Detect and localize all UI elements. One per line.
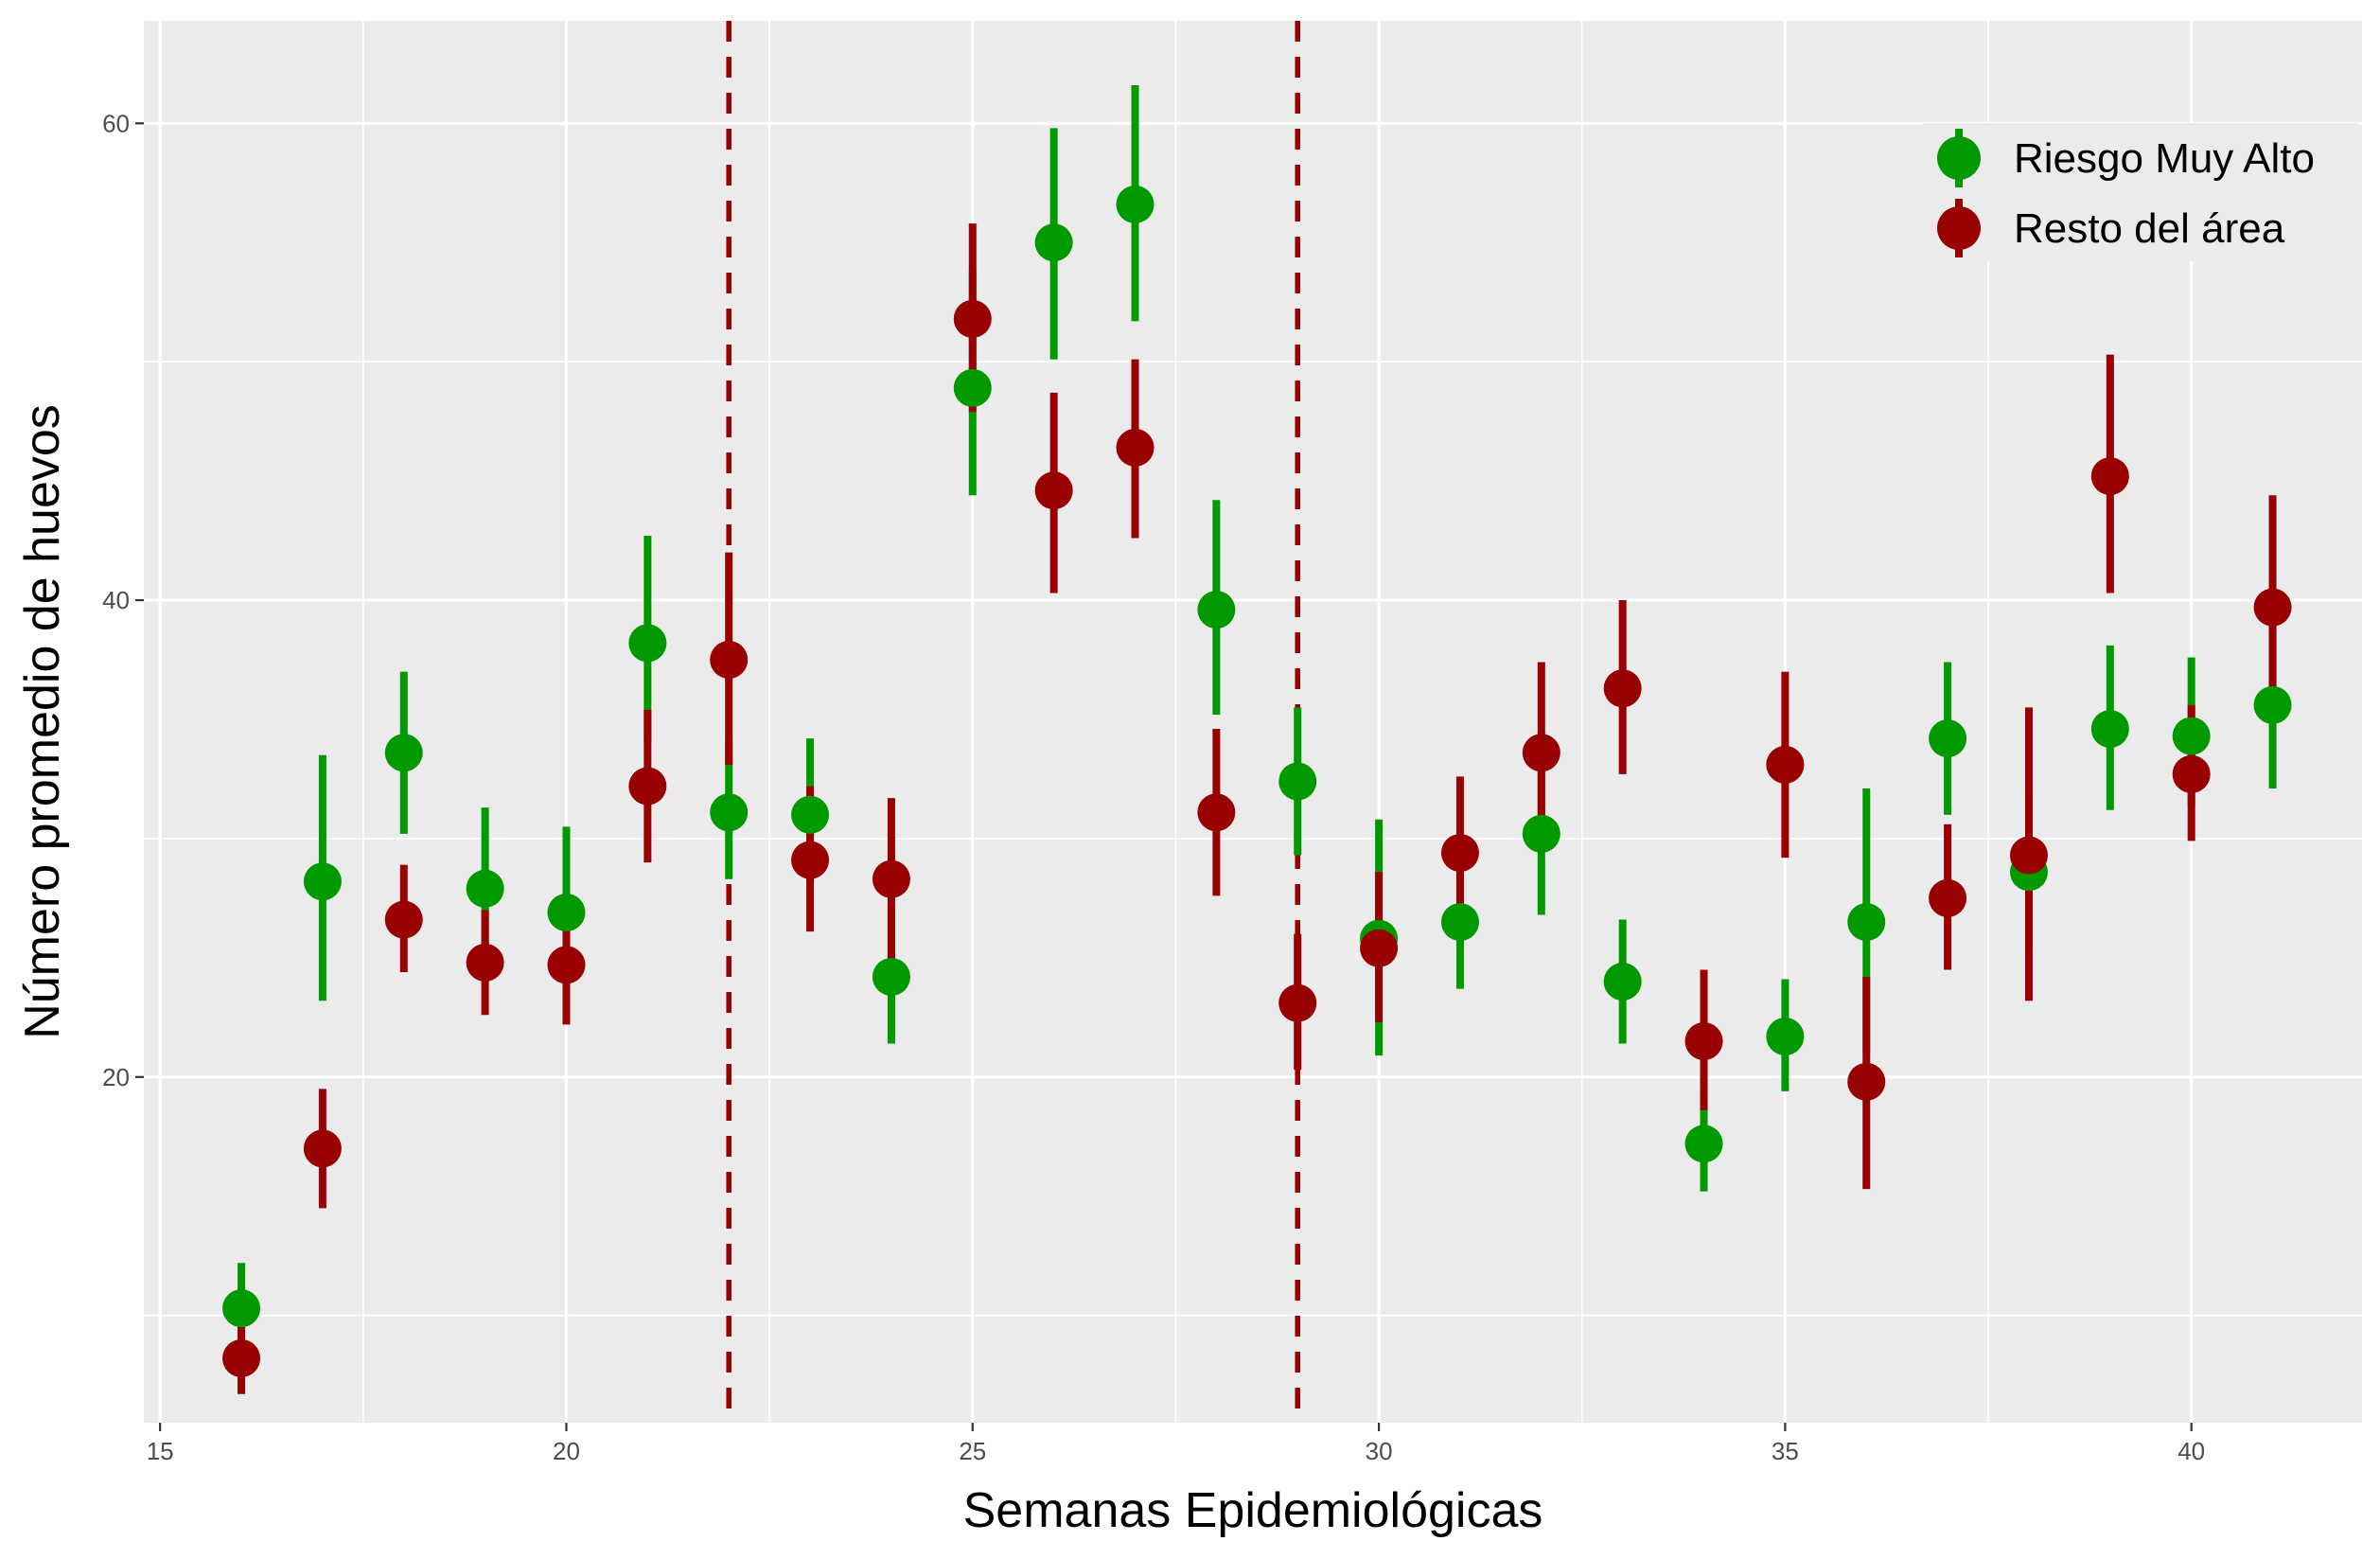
data-point: [1684, 1022, 1723, 1061]
data-point: [1034, 471, 1073, 510]
data-point: [303, 862, 342, 901]
data-point: [1847, 903, 1886, 942]
data-point: [1766, 745, 1805, 784]
data-point: [384, 900, 423, 939]
data-point: [1360, 929, 1399, 967]
data-point: [1522, 814, 1560, 853]
data-point: [547, 893, 586, 931]
data-point: [1278, 983, 1317, 1022]
y-tick-label: 20: [102, 1063, 130, 1091]
data-point: [1440, 903, 1479, 942]
data-point: [547, 946, 586, 984]
data-point: [2253, 685, 2292, 724]
data-point: [2090, 457, 2129, 496]
data-point: [628, 624, 667, 663]
y-axis-title: Número promedio de huevos: [15, 404, 70, 1039]
x-tick-label: 40: [2177, 1437, 2205, 1465]
data-point: [1197, 591, 1236, 629]
x-tick-label: 25: [959, 1437, 986, 1465]
data-point: [2172, 717, 2211, 755]
data-point: [953, 368, 992, 407]
data-point: [384, 734, 423, 772]
data-point: [1684, 1125, 1723, 1163]
legend-key-point: [1937, 136, 1981, 180]
data-point: [872, 958, 910, 997]
data-point: [1847, 1062, 1886, 1101]
data-point: [1929, 719, 1967, 758]
data-point: [872, 859, 910, 898]
data-point: [466, 943, 504, 982]
data-point: [466, 869, 504, 908]
data-point: [1116, 428, 1155, 467]
x-tick-label: 20: [553, 1437, 580, 1465]
y-tick-label: 60: [102, 109, 130, 137]
data-point: [628, 767, 667, 806]
data-point: [1603, 669, 1642, 708]
series-1-points: [222, 185, 2292, 1328]
data-point: [953, 299, 992, 338]
data-point: [2172, 754, 2211, 793]
legend-background: [1923, 123, 2358, 261]
data-point: [1278, 762, 1317, 801]
legend: Riesgo Muy Alto Resto del área: [1923, 123, 2358, 261]
data-point: [1440, 834, 1479, 873]
legend-label: Resto del área: [2014, 205, 2285, 252]
data-point: [303, 1129, 342, 1168]
x-tick-label: 15: [147, 1437, 174, 1465]
y-tick-label: 40: [102, 586, 130, 614]
data-point: [2009, 836, 2048, 875]
data-point: [791, 841, 830, 879]
data-point: [2090, 710, 2129, 749]
data-point: [222, 1338, 261, 1377]
data-point: [1522, 734, 1560, 772]
legend-key-point: [1937, 206, 1981, 250]
data-point: [710, 793, 749, 832]
data-point: [1929, 878, 1967, 917]
data-point: [1116, 185, 1155, 223]
data-point: [222, 1289, 261, 1328]
x-tick-label: 35: [1772, 1437, 1799, 1465]
axes: 15 20 25 30 35 40 20 40 60: [102, 109, 2205, 1465]
data-marks: [222, 85, 2292, 1394]
legend-items: Riesgo Muy Alto Resto del área: [1937, 129, 2315, 257]
data-point: [710, 641, 749, 680]
data-point: [1603, 963, 1642, 1001]
data-point: [1197, 793, 1236, 832]
data-point: [1766, 1017, 1805, 1055]
legend-label: Riesgo Muy Alto: [2014, 135, 2315, 182]
x-axis-title: Semanas Epidemiológicas: [963, 1483, 1543, 1538]
data-point: [2253, 588, 2292, 627]
data-point: [1034, 223, 1073, 262]
x-tick-label: 30: [1366, 1437, 1393, 1465]
grid-minor: [144, 21, 2362, 1423]
data-point: [791, 795, 830, 834]
series-2-points: [222, 299, 2292, 1377]
